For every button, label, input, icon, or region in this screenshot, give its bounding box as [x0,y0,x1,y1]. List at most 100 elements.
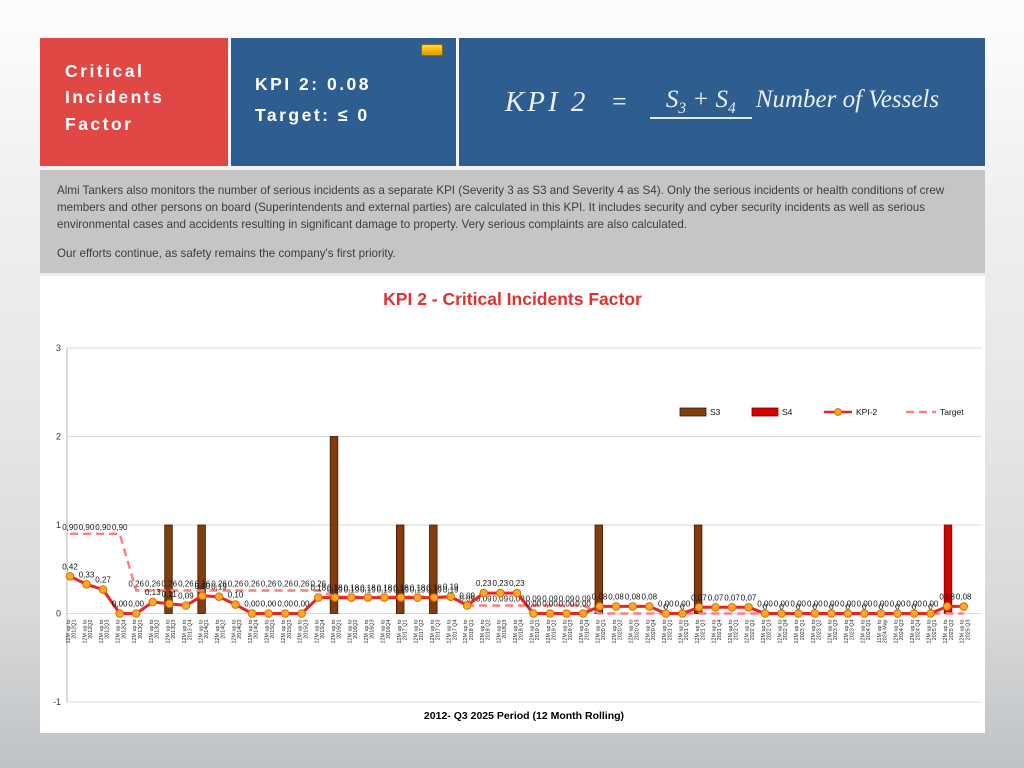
svg-text:0,19: 0,19 [443,586,459,595]
header-row: Critical Incidents Factor KPI 2: 0.08 Ta… [40,38,985,166]
svg-text:12M up to2012Q2: 12M up to2012Q2 [83,620,95,644]
kpi-chart-canvas: -1 0 1 2 3 0,90 0,90 0,90 0,90 0,26 0,26 0,26 0,26 0,… [40,320,985,726]
svg-text:12M up to2013Q1: 12M up to2013Q1 [132,620,144,644]
svg-text:0,00: 0,00 [112,600,128,609]
svg-text:0,00: 0,00 [526,600,542,609]
svg-text:12M up to2022 Q3: 12M up to2022 Q3 [761,620,773,644]
svg-text:12M up to2023 Q2: 12M up to2023 Q2 [811,620,823,644]
svg-text:12M up to2024 Q1: 12M up to2024 Q1 [860,620,872,644]
svg-text:12M up to2016Q4: 12M up to2016Q4 [380,620,392,644]
svg-text:12M up to2019 Q2: 12M up to2019 Q2 [546,620,558,644]
svg-text:12M up to2018 Q1: 12M up to2018 Q1 [463,620,475,644]
chart-title: KPI 2 - Critical Incidents Factor [383,289,642,309]
svg-text:0,26: 0,26 [178,580,194,589]
svg-text:0,26: 0,26 [128,580,144,589]
svg-text:12M up to2014Q3: 12M up to2014Q3 [232,620,244,644]
kpi-target-text: Target: ≤ 0 [255,104,370,125]
svg-text:12M up to2022 Q2: 12M up to2022 Q2 [745,620,757,644]
svg-text:12M up to2020 Q2: 12M up to2020 Q2 [612,620,624,644]
svg-text:0,19: 0,19 [410,586,426,595]
svg-text:0,13: 0,13 [145,588,161,597]
svg-text:12M up to2013Q2: 12M up to2013Q2 [149,620,161,644]
svg-text:12M up to2024 Q4: 12M up to2024 Q4 [910,620,922,644]
svg-text:0,08: 0,08 [642,592,658,601]
svg-text:0,00: 0,00 [890,600,906,609]
kpi-title-line-2: Incidents [65,87,165,108]
svg-text:11M up to2024 May: 11M up to2024 May [877,619,889,643]
svg-text:0,26: 0,26 [261,580,277,589]
svg-text:Target: Target [940,407,964,417]
svg-text:12M up to2022 Q4: 12M up to2022 Q4 [778,620,790,644]
svg-text:12M up to2015Q4: 12M up to2015Q4 [314,620,326,644]
svg-text:12M up to2014Q4: 12M up to2014Q4 [248,620,260,644]
kpi-value-panel: KPI 2: 0.08 Target: ≤ 0 [231,38,456,166]
svg-text:0,26: 0,26 [145,580,161,589]
svg-text:12M up to2017 Q3: 12M up to2017 Q3 [430,620,442,644]
svg-text:0,00: 0,00 [675,600,691,609]
svg-text:0: 0 [763,603,768,612]
svg-text:0,18: 0,18 [311,584,327,593]
svg-text:2: 2 [56,432,61,442]
svg-text:0,00: 0,00 [542,600,558,609]
svg-text:0,00: 0,00 [261,600,277,609]
svg-text:12M up to2019 Q1: 12M up to2019 Q1 [529,620,541,644]
svg-text:12M up to2012Q1: 12M up to2012Q1 [66,620,78,644]
svg-text:0,08: 0,08 [592,592,608,601]
kpi-formula-panel: KPI 2 = S3 + S4 Number of Vessels [459,38,985,166]
svg-text:12M up to2024 Q3: 12M up to2024 Q3 [894,620,906,644]
kpi-title-panel: Critical Incidents Factor [40,38,228,166]
svg-text:0,23: 0,23 [493,579,509,588]
svg-text:12M up to2018 Q4: 12M up to2018 Q4 [513,620,525,644]
svg-text:0: 0 [56,609,61,619]
svg-text:S4: S4 [782,407,793,417]
formula-equals: = [610,87,628,116]
svg-text:12M up to2019 Q3: 12M up to2019 Q3 [563,620,575,644]
svg-text:12M up to2018 Q2: 12M up to2018 Q2 [480,620,492,644]
svg-text:12M up to2014Q1: 12M up to2014Q1 [198,620,210,644]
svg-text:0,18: 0,18 [344,584,360,593]
svg-text:12M up to2017 Q4: 12M up to2017 Q4 [447,620,459,644]
svg-text:0,08: 0,08 [608,592,624,601]
svg-text:0,07: 0,07 [691,593,707,602]
svg-text:2012- Q3 2025 Period (12 Month: 2012- Q3 2025 Period (12 Month Rolling) [424,710,624,722]
svg-text:0,07: 0,07 [708,593,724,602]
svg-text:0,07: 0,07 [724,593,740,602]
svg-text:12M up to2016Q1: 12M up to2016Q1 [331,620,343,644]
svg-text:0,07: 0,07 [741,593,757,602]
kpi-title-line-3: Factor [65,113,134,134]
svg-text:12M up to2025 Q3: 12M up to2025 Q3 [960,620,972,644]
svg-text:0,11: 0,11 [162,590,178,599]
svg-text:0,90: 0,90 [112,523,128,532]
svg-text:12M up to2022 Q1: 12M up to2022 Q1 [728,620,740,644]
svg-text:12M up to2025 Q2: 12M up to2025 Q2 [943,620,955,644]
svg-text:0: 0 [846,603,851,612]
svg-text:S3: S3 [710,407,721,417]
svg-text:12M up to2012Q4: 12M up to2012Q4 [116,620,128,644]
svg-text:0,00: 0,00 [575,600,591,609]
svg-text:0,00: 0,00 [294,600,310,609]
svg-text:0,26: 0,26 [311,580,327,589]
svg-text:0,19: 0,19 [426,586,442,595]
svg-text:1: 1 [56,520,61,530]
svg-text:0: 0 [895,603,900,612]
svg-text:0,18: 0,18 [393,584,409,593]
svg-text:0,26: 0,26 [195,580,211,589]
svg-text:0,26: 0,26 [211,580,227,589]
svg-text:0: 0 [879,603,884,612]
svg-text:0,90: 0,90 [95,523,111,532]
svg-text:12M up to2018Q3: 12M up to2018Q3 [496,620,508,644]
svg-text:-1: -1 [53,697,61,707]
svg-text:0,08: 0,08 [956,592,972,601]
svg-text:12M up to2020 Q3: 12M up to2020 Q3 [629,620,641,644]
svg-text:0,09: 0,09 [526,595,542,604]
kpi-chart: KPI 2 - Critical Incidents Factor -1 0 1 2 3… [40,276,985,733]
description-paragraph-2: Our efforts continue, as safety remains … [57,247,396,261]
svg-text:0,42: 0,42 [62,562,78,571]
svg-text:0,00: 0,00 [277,600,293,609]
svg-text:0: 0 [862,603,867,612]
yellow-marker-icon[interactable] [421,44,443,56]
svg-text:0,09: 0,09 [575,595,591,604]
svg-text:12M up to2020 Q1: 12M up to2020 Q1 [596,620,608,644]
svg-text:3: 3 [56,343,61,353]
